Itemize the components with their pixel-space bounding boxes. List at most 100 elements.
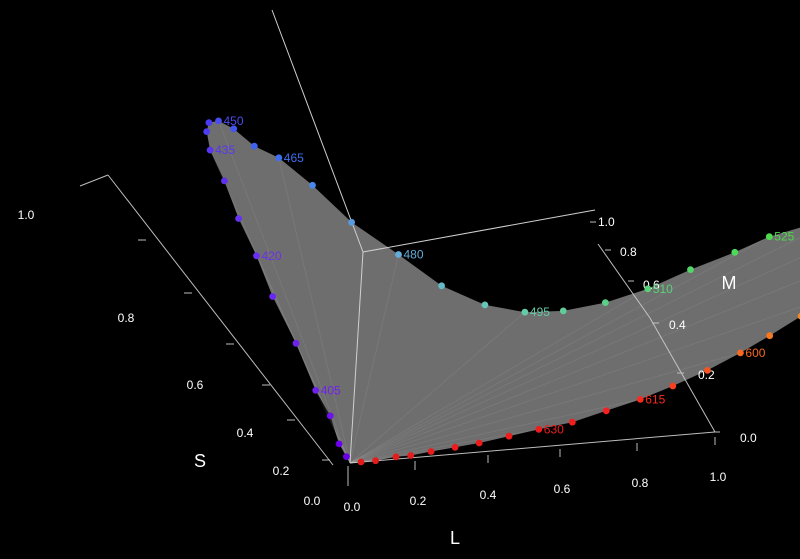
locus-point [203, 128, 211, 136]
locus-point [602, 299, 609, 306]
s-tick-label: 1.0 [18, 208, 35, 222]
s-axis-title: S [194, 451, 206, 471]
inner-axes [271, 9, 596, 464]
wavelength-label: 495 [530, 305, 550, 319]
cone-ruling [218, 120, 351, 464]
locus-point [427, 448, 435, 455]
locus-point [292, 339, 300, 347]
m-inner-axis [271, 9, 364, 253]
m-axis-ticks: 0.00.20.40.60.81.0 [590, 215, 757, 445]
locus-point [731, 248, 739, 256]
cone-ruling [349, 280, 800, 464]
locus-point [206, 146, 214, 154]
locus-point [797, 312, 800, 320]
cone-ruling [209, 149, 351, 464]
locus-point [704, 367, 711, 374]
l-axis-ticks: 0.0 0.2 0.4 0.6 0.8 1.0 [344, 437, 727, 514]
wavelength-label: 435 [215, 143, 235, 157]
cone-ruling [349, 257, 800, 464]
cone-ruling [349, 236, 770, 464]
s-tick-label: 0.4 [237, 426, 254, 440]
locus-point [438, 282, 445, 290]
cone-ruling [278, 157, 351, 464]
m-tick-label: 0.4 [669, 318, 686, 332]
s-tick-label: 0.6 [187, 378, 204, 392]
locus-point [481, 301, 489, 309]
locus-point [253, 252, 260, 260]
locus-point [275, 154, 283, 162]
locus-point [559, 307, 567, 315]
locus-point [475, 439, 483, 447]
locus-point [357, 458, 365, 466]
wavelength-label: 630 [544, 422, 564, 436]
cone-ruling [349, 398, 641, 464]
locus-point [250, 142, 258, 150]
locus-point [312, 387, 320, 394]
l-tick-label: 0.0 [344, 500, 361, 514]
locus-point [205, 119, 213, 126]
locus-point [766, 332, 774, 340]
locus-point [215, 117, 222, 125]
s-axis-ticks: 0.0 0.2 0.4 0.6 0.8 1.0 [18, 208, 330, 508]
l-tick-label: 0.4 [480, 488, 497, 502]
locus-point [644, 285, 652, 293]
m-tick-label: 0.0 [740, 431, 757, 445]
locus-point [535, 425, 543, 433]
cone-ruling [349, 236, 800, 464]
s-tick-label: 0.0 [304, 494, 321, 508]
locus-point [269, 293, 276, 300]
wavelength-label: 450 [224, 114, 244, 128]
locus-point [326, 412, 334, 420]
s-inner-axis [349, 251, 364, 464]
wavelength-label: 615 [645, 392, 665, 406]
locus-point [372, 457, 379, 465]
locus-point [230, 125, 238, 133]
cone-ruling [349, 352, 741, 464]
wavelength-label: 525 [774, 230, 794, 244]
locus-point [395, 251, 402, 258]
wavelength-label: 420 [262, 249, 282, 263]
wavelength-label: 480 [404, 248, 424, 262]
s-tick-label: 0.8 [118, 311, 135, 325]
m-tick-label: 1.0 [598, 215, 615, 229]
s-axis-cap [79, 174, 109, 187]
m-axis-title: M [722, 273, 737, 293]
l-tick-label: 1.0 [710, 470, 727, 484]
locus-point [669, 382, 677, 390]
locus-point [687, 266, 694, 273]
locus-point [343, 453, 350, 460]
locus-point [235, 215, 243, 222]
l-inner-axis [362, 209, 596, 253]
locus-point [335, 440, 343, 448]
wavelength-labels: 4054204354504654804955105255405555705856… [215, 114, 795, 436]
locus-point [309, 181, 316, 189]
cone-ruling [349, 311, 526, 464]
wavelength-label: 600 [745, 346, 765, 360]
locus-point [407, 452, 415, 459]
locus-point [505, 432, 513, 440]
locus-point [451, 443, 459, 451]
cone-ruling [349, 254, 400, 464]
locus-point [521, 308, 529, 316]
l-axis-title: L [450, 528, 460, 548]
wavelength-label: 510 [653, 282, 673, 296]
locus-point [737, 349, 744, 357]
cone-ruling [315, 390, 351, 464]
wavelength-label: 405 [321, 383, 341, 397]
locus-point [392, 453, 400, 461]
wavelength-label: 465 [284, 151, 304, 165]
locus-point [636, 396, 644, 403]
locus-point [221, 177, 228, 185]
s-axis-line [107, 174, 334, 466]
cone-ruling [349, 446, 456, 464]
cone-ruling [256, 255, 351, 464]
m-tick-label: 0.2 [698, 368, 715, 382]
l-tick-label: 0.8 [632, 476, 649, 490]
locus-point [602, 407, 610, 415]
spectral-locus-points [203, 117, 800, 466]
m-tick-label: 0.8 [620, 245, 637, 259]
cone-ruling [349, 306, 800, 464]
locus-point [765, 233, 773, 241]
l-tick-label: 0.2 [410, 494, 427, 508]
